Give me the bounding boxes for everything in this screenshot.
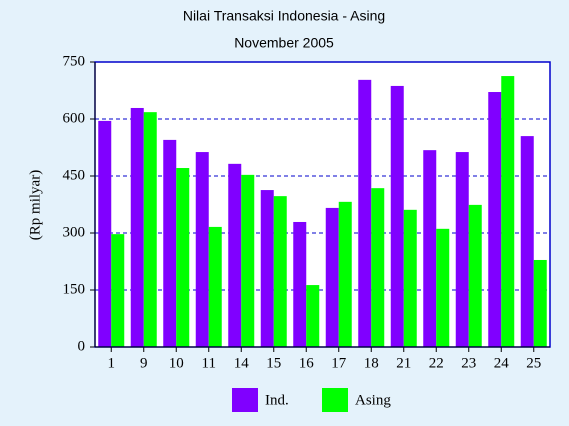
bar bbox=[260, 190, 274, 347]
y-tick-label: 450 bbox=[63, 167, 86, 183]
legend-swatch bbox=[322, 388, 348, 412]
y-axis-label: (Rp milyar) bbox=[27, 170, 43, 240]
legend-label: Asing bbox=[355, 392, 391, 408]
y-tick-label: 600 bbox=[63, 110, 86, 126]
x-tick-label: 1 bbox=[108, 355, 116, 371]
x-tick-label: 23 bbox=[461, 355, 476, 371]
bar bbox=[501, 76, 515, 347]
bar bbox=[143, 112, 157, 347]
bar bbox=[325, 207, 339, 347]
x-tick-label: 22 bbox=[429, 355, 444, 371]
bar bbox=[208, 226, 222, 347]
bar bbox=[436, 228, 450, 347]
x-tick-label: 16 bbox=[299, 355, 315, 371]
bar bbox=[358, 79, 372, 348]
bar bbox=[338, 201, 352, 347]
bar bbox=[98, 120, 112, 348]
bar bbox=[306, 285, 320, 347]
bar bbox=[273, 196, 287, 347]
chart-subtitle: November 2005 bbox=[234, 35, 334, 51]
bar bbox=[163, 139, 177, 347]
x-tick-label: 21 bbox=[396, 355, 411, 371]
bar bbox=[423, 150, 437, 347]
x-tick-label: 9 bbox=[140, 355, 148, 371]
bar bbox=[488, 92, 502, 348]
bar bbox=[455, 152, 469, 347]
bar bbox=[520, 136, 534, 347]
y-tick-label: 300 bbox=[63, 224, 86, 240]
x-tick-label: 11 bbox=[202, 355, 216, 371]
bar bbox=[293, 221, 307, 347]
x-tick-label: 15 bbox=[266, 355, 281, 371]
chart-title: Nilai Transaksi Indonesia - Asing bbox=[183, 8, 385, 24]
bar bbox=[403, 209, 417, 347]
x-tick-label: 24 bbox=[494, 355, 510, 371]
y-tick-label: 0 bbox=[78, 338, 86, 354]
bar bbox=[390, 85, 404, 347]
bar bbox=[241, 174, 255, 347]
bar bbox=[533, 259, 547, 347]
bar bbox=[468, 204, 482, 347]
x-tick-label: 14 bbox=[234, 355, 250, 371]
bar bbox=[228, 163, 242, 347]
x-tick-label: 10 bbox=[169, 355, 184, 371]
bar bbox=[195, 152, 209, 347]
bar bbox=[130, 107, 144, 347]
y-tick-label: 750 bbox=[63, 53, 86, 69]
bar bbox=[176, 168, 190, 347]
x-tick-label: 25 bbox=[526, 355, 541, 371]
legend-swatch bbox=[232, 388, 258, 412]
bar bbox=[111, 234, 125, 347]
y-tick-label: 150 bbox=[63, 281, 86, 297]
x-tick-label: 17 bbox=[331, 355, 347, 371]
legend-label: Ind. bbox=[265, 392, 289, 408]
x-tick-label: 18 bbox=[364, 355, 379, 371]
bar bbox=[371, 188, 385, 347]
